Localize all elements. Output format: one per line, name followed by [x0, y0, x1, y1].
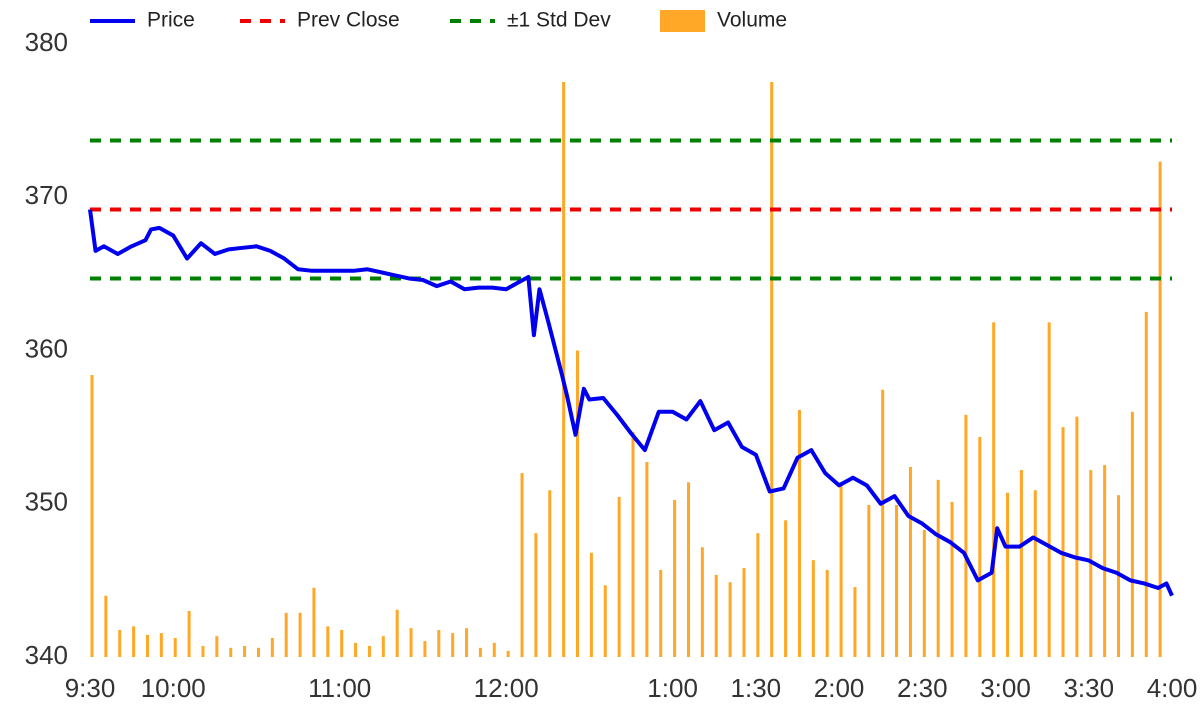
volume-bar [673, 500, 677, 657]
volume-bar [381, 636, 385, 657]
volume-bar [312, 587, 316, 657]
x-tick-label: 11:00 [308, 673, 371, 703]
x-tick-label: 10:00 [141, 673, 206, 703]
volume-bar [492, 642, 496, 657]
legend-label: Price [147, 9, 195, 32]
legend-label: Volume [717, 9, 787, 32]
volume-bar [90, 375, 94, 657]
volume-bar [700, 547, 704, 657]
volume-bar [395, 609, 399, 657]
volume-bar [992, 322, 996, 657]
x-tick-label: 3:00 [980, 673, 1031, 703]
volume-bar [742, 568, 746, 657]
x-tick-label: 12:00 [474, 673, 539, 703]
volume-bar [922, 530, 926, 657]
volume-bar [645, 462, 649, 657]
volume-bar [201, 645, 205, 657]
volume-bar [908, 466, 912, 657]
volume-bar [1158, 161, 1162, 658]
volume-bar [270, 637, 274, 657]
volume-bar [506, 650, 510, 657]
volume-bar [159, 633, 163, 657]
volume-bar [409, 628, 413, 657]
volume-bar [936, 479, 940, 657]
volume-bar [839, 482, 843, 657]
volume-bar [284, 612, 288, 657]
volume-bar [756, 533, 760, 657]
volume-bar [950, 501, 954, 657]
volume-bar [534, 533, 538, 657]
volume-bar [1144, 311, 1148, 657]
volume-bar [104, 595, 108, 657]
volume-bar [895, 504, 899, 657]
volume-bar [423, 641, 427, 657]
volume-bar [354, 642, 358, 657]
volume-bar [770, 82, 774, 658]
volume-bar [825, 569, 829, 657]
volume-bar [1130, 411, 1134, 657]
volume-bar [797, 409, 801, 657]
x-tick-label: 4:00 [1147, 673, 1198, 703]
volume-bar [728, 582, 732, 657]
volume-bar [243, 645, 247, 657]
volume-bar [714, 574, 718, 657]
y-tick-label: 340 [25, 640, 68, 670]
x-tick-label: 2:00 [814, 673, 865, 703]
volume-bar [617, 497, 621, 657]
volume-bar [465, 628, 469, 657]
volume-bar [964, 414, 968, 657]
volume-bar [437, 630, 441, 657]
volume-bar [145, 634, 149, 657]
volume-bar [853, 587, 857, 657]
volume-bar [631, 432, 635, 657]
volume-bar [340, 630, 344, 657]
x-tick-label: 2:30 [897, 673, 948, 703]
y-tick-label: 360 [25, 333, 68, 363]
volume-bar [659, 569, 663, 657]
volume-bar [187, 611, 191, 657]
y-tick-label: 380 [25, 27, 68, 57]
x-tick-label: 3:30 [1063, 673, 1114, 703]
price-line [88, 209, 1174, 597]
volume-bar [562, 82, 566, 658]
volume-bar [520, 473, 524, 657]
volume-bar [881, 389, 885, 657]
volume-bar [548, 490, 552, 657]
volume-bar [118, 630, 122, 657]
volume-bar [478, 647, 482, 657]
volume-bar [229, 647, 233, 657]
volume-bar [1033, 490, 1037, 657]
y-tick-label: 370 [25, 180, 68, 210]
legend-label: ±1 Std Dev [507, 9, 611, 32]
legend-label: Prev Close [297, 9, 400, 32]
volume-bar [1019, 470, 1023, 657]
volume-bar [867, 504, 871, 657]
volume-bar [132, 626, 136, 657]
volume-bar [215, 636, 219, 657]
volume-bar [589, 552, 593, 657]
y-tick-label: 350 [25, 487, 68, 517]
volume-bar [173, 637, 177, 657]
volume-bar [978, 436, 982, 657]
x-tick-label: 1:30 [731, 673, 782, 703]
legend-swatch [660, 10, 705, 32]
volume-bar [1103, 465, 1107, 657]
volume-bar [367, 645, 371, 657]
volume-bar [451, 633, 455, 657]
volume-bar [326, 626, 330, 657]
volume-bar [811, 560, 815, 657]
volume-bar [1047, 322, 1051, 657]
volume-bar [1075, 416, 1079, 657]
volume-bar [298, 612, 302, 657]
volume-bar [784, 520, 788, 657]
volume-bar [686, 482, 690, 657]
volume-bar [1006, 492, 1010, 657]
volume-bar [576, 350, 580, 657]
volume-bar [1061, 427, 1065, 657]
volume-bar [603, 585, 607, 657]
volume-bar [256, 647, 260, 657]
x-tick-label: 1:00 [647, 673, 698, 703]
x-tick-label: 9:30 [65, 673, 116, 703]
